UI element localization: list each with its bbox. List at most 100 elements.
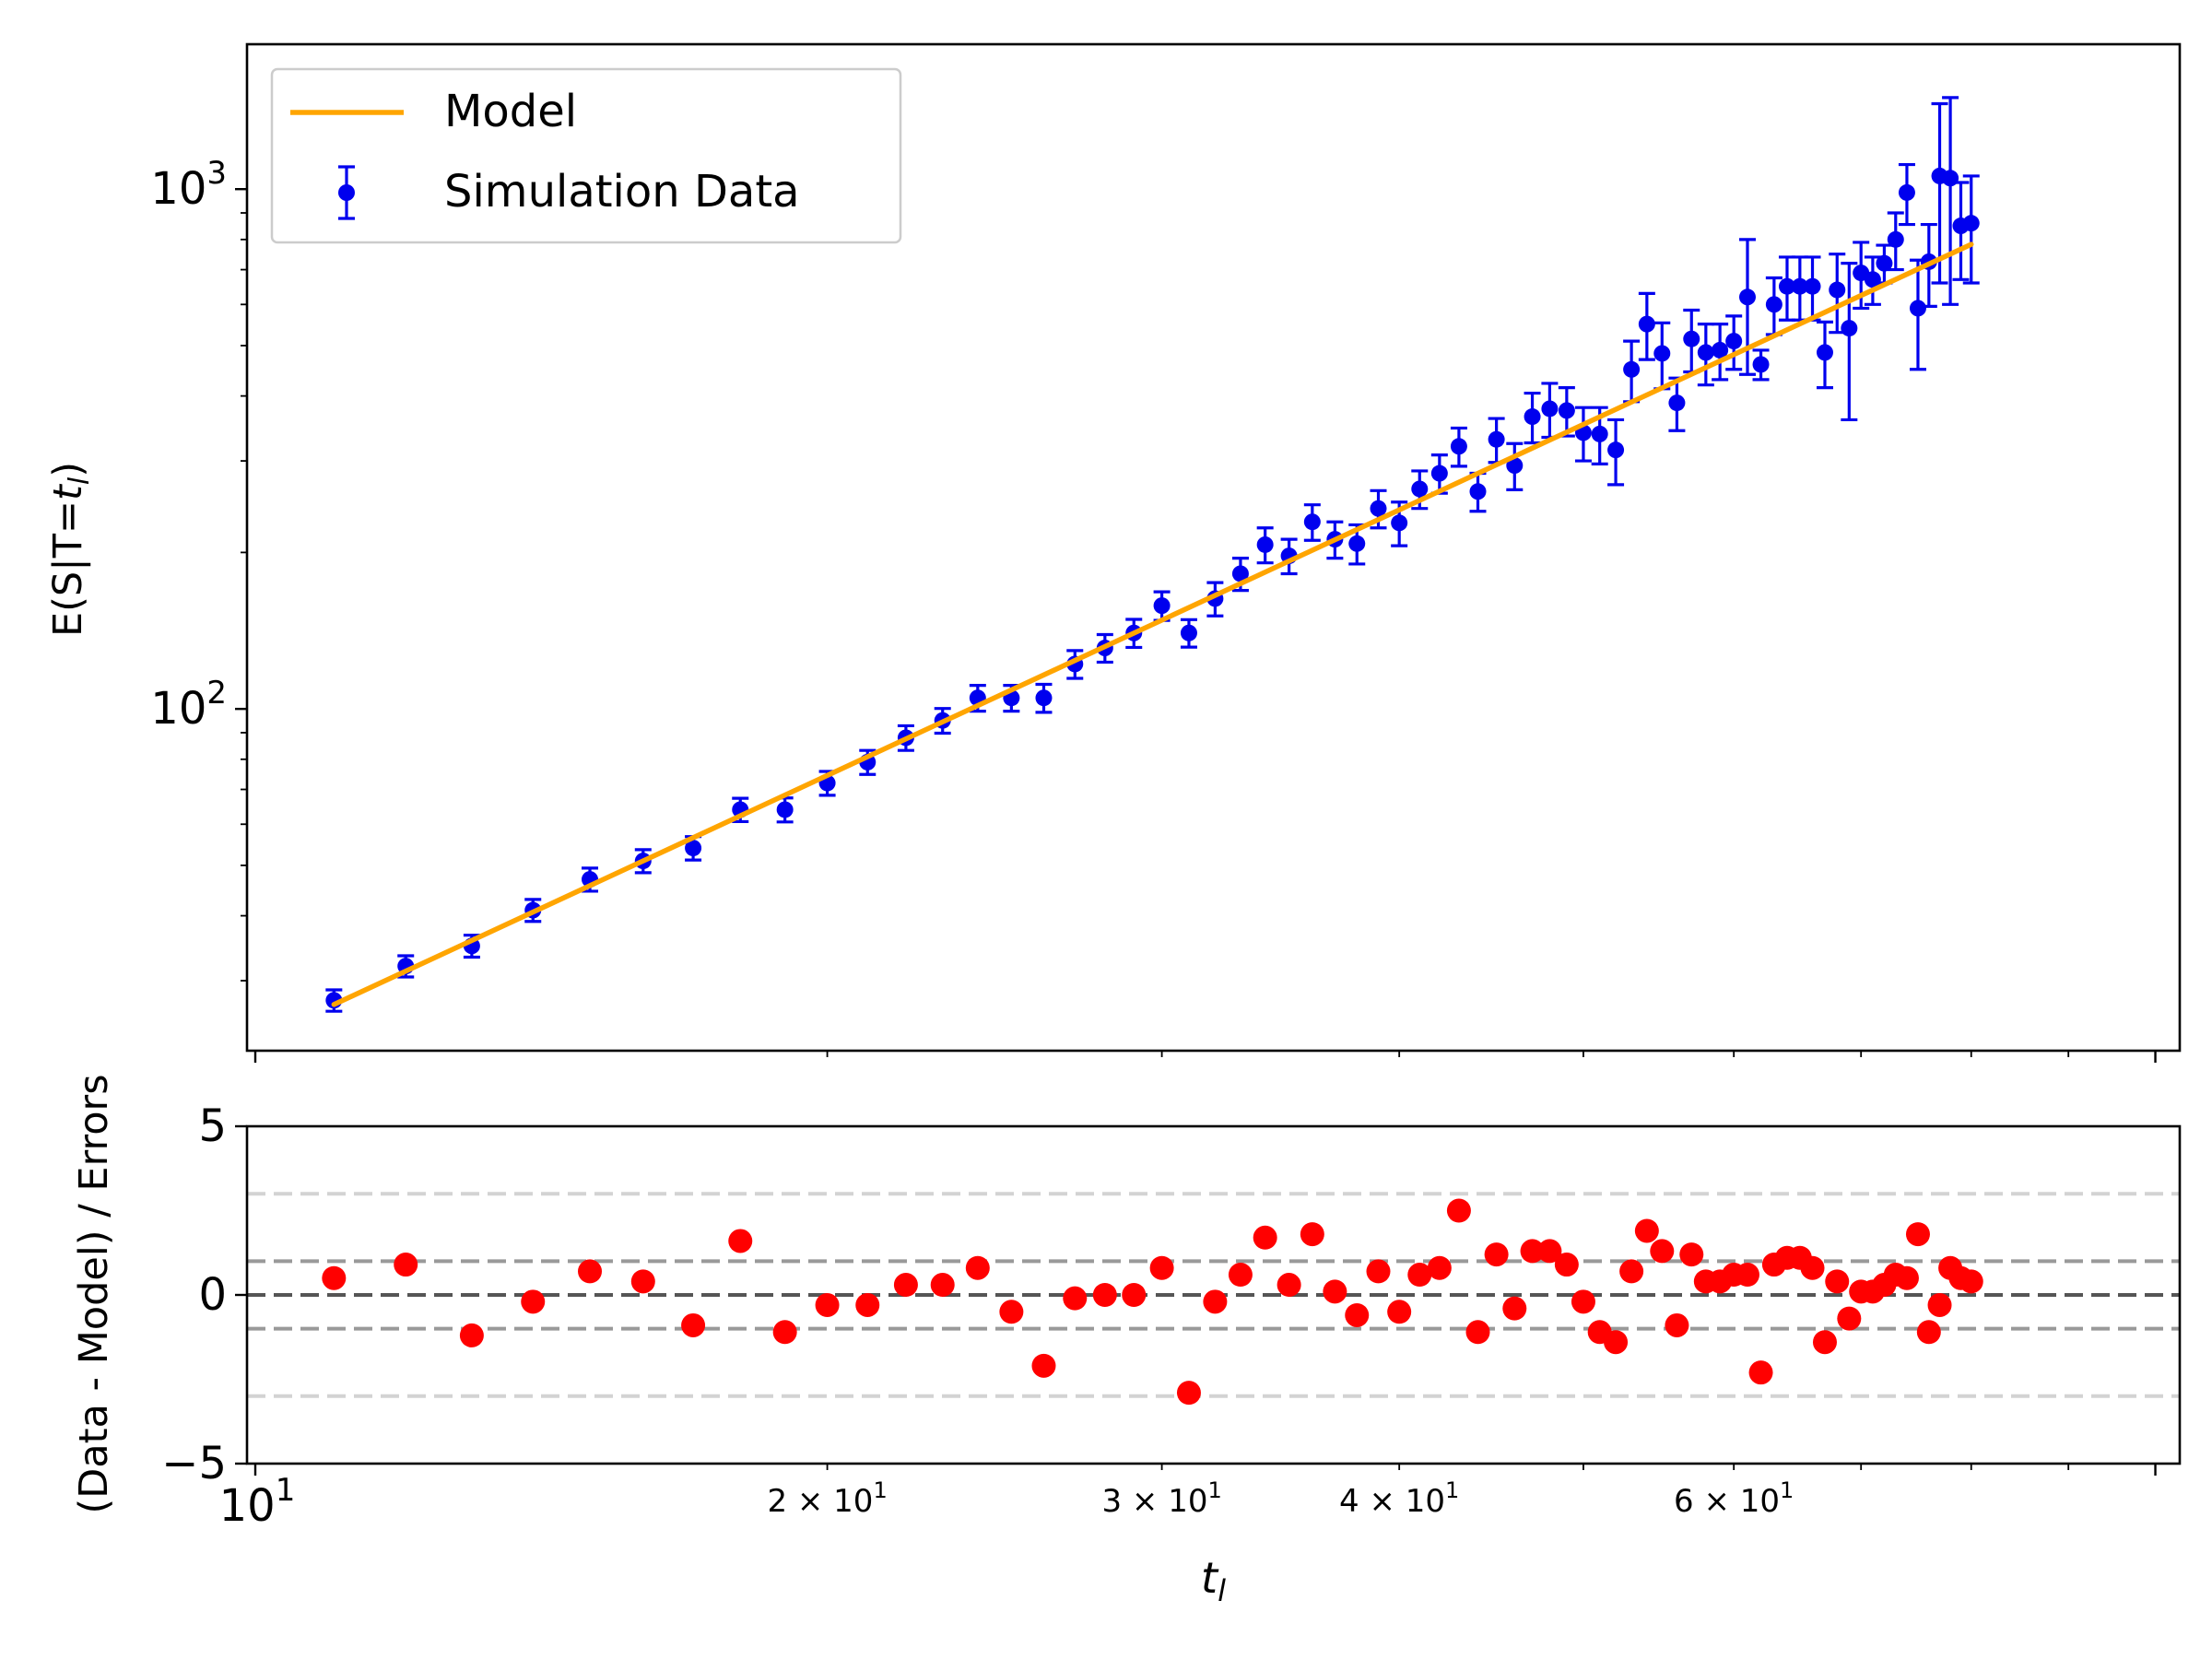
simulation-data-point <box>1697 344 1714 361</box>
residual-point <box>1092 1283 1117 1307</box>
simulation-data-point <box>1778 277 1795 295</box>
residual-x-tick-label-base: 2 × 10 <box>767 1483 873 1520</box>
residual-x-tick-label-base: 4 × 10 <box>1339 1483 1445 1520</box>
residual-point <box>1122 1283 1147 1307</box>
residual-point <box>1894 1265 1919 1290</box>
simulation-data-point <box>1469 483 1487 500</box>
residual-point <box>1228 1263 1253 1288</box>
residual-point <box>1650 1239 1675 1264</box>
simulation-data-point <box>1506 457 1524 475</box>
simulation-data-point <box>1791 277 1808 295</box>
residual-point <box>1387 1300 1412 1324</box>
residual-point <box>728 1229 753 1253</box>
residual-point <box>459 1323 484 1347</box>
simulation-data-point <box>1524 408 1541 426</box>
residual-point <box>322 1265 347 1290</box>
simulation-data-point <box>1430 465 1448 482</box>
simulation-data-point <box>1450 438 1467 455</box>
residual-x-ticks: 101 2 × 101 3 × 101 4 × 101 6 × 101 <box>219 1464 2157 1532</box>
residual-point <box>1619 1259 1644 1284</box>
simulation-data-errorbar <box>1738 238 1756 376</box>
residual-point <box>1554 1253 1579 1277</box>
residual-point <box>1537 1239 1562 1264</box>
residual-x-tick-label: 3 × 101 <box>1101 1477 1221 1520</box>
residual-x-axis-label-var: t <box>1201 1553 1219 1603</box>
residual-point <box>1345 1302 1370 1327</box>
simulation-data-errorbar <box>1931 101 1948 285</box>
simulation-data-errorbar <box>1841 262 1858 422</box>
residual-point <box>1571 1289 1595 1314</box>
residual-point <box>1300 1222 1324 1247</box>
residual-point <box>394 1253 418 1277</box>
residual-x-tick-label-exp: 1 <box>1780 1477 1794 1503</box>
residual-point <box>630 1269 655 1294</box>
simulation-data-point <box>1909 300 1926 317</box>
main-y-tick-label-exp: 2 <box>206 675 227 712</box>
residual-point <box>1176 1381 1201 1406</box>
residual-point <box>1959 1269 1983 1294</box>
legend-box <box>270 67 902 244</box>
residual-x-tick-label-exp: 1 <box>1207 1477 1221 1503</box>
simulation-data-point <box>1712 341 1729 359</box>
simulation-data-point <box>1591 425 1608 442</box>
residual-point <box>1837 1306 1862 1331</box>
residual-y-tick-label: 0 <box>198 1269 227 1321</box>
residual-point <box>1905 1222 1930 1247</box>
residual-point <box>1366 1259 1391 1284</box>
simulation-data-point <box>1607 441 1625 459</box>
simulation-data-point <box>1898 183 1915 201</box>
simulation-data-point <box>1668 394 1686 412</box>
residual-points <box>322 1198 1983 1406</box>
simulation-data-point <box>1653 345 1671 362</box>
simulation-data-point <box>1256 535 1274 553</box>
residual-point <box>1916 1320 1941 1345</box>
legend: Model Simulation Data <box>270 67 902 244</box>
residual-y-axis-label: (Data - Model) / Errors <box>71 1074 117 1513</box>
residual-point <box>1427 1255 1452 1280</box>
residual-point <box>1735 1263 1759 1288</box>
main-y-tick-label: 103 <box>150 155 227 215</box>
residual-point <box>772 1320 797 1345</box>
residual-x-tick-label: 6 × 101 <box>1674 1477 1794 1520</box>
residual-point <box>1665 1312 1689 1337</box>
residual-x-tick-label: 101 <box>219 1472 296 1532</box>
residual-point <box>999 1300 1024 1324</box>
simulation-data-point <box>1370 500 1387 517</box>
residual-x-tick-label: 4 × 101 <box>1339 1477 1459 1520</box>
residual-point <box>1323 1279 1347 1304</box>
simulation-data-point <box>1725 333 1743 350</box>
residual-point <box>1520 1239 1545 1264</box>
residual-point <box>1679 1242 1704 1267</box>
residual-point <box>930 1273 955 1298</box>
residual-x-tick-label-exp: 1 <box>1445 1477 1459 1503</box>
simulation-data-point <box>1411 480 1429 498</box>
residual-point <box>1446 1198 1471 1223</box>
simulation-data-point <box>1303 513 1321 531</box>
residual-point <box>1502 1296 1527 1321</box>
residual-y-tick-label: 5 <box>198 1100 227 1152</box>
main-y-axis-label-sub: l <box>64 477 96 485</box>
legend-model-label: Model <box>444 86 577 137</box>
residual-point <box>965 1255 990 1280</box>
simulation-data-point <box>1864 271 1881 288</box>
simulation-data-point <box>685 840 702 857</box>
model-line <box>331 241 1974 1007</box>
residual-point <box>521 1289 546 1314</box>
residual-point <box>1634 1218 1659 1243</box>
residual-point <box>1063 1286 1088 1311</box>
residual-point <box>1031 1353 1056 1378</box>
simulation-data-point <box>1765 296 1783 313</box>
residual-point <box>578 1259 603 1284</box>
residual-x-tick-label: 2 × 101 <box>767 1477 887 1520</box>
legend-simulation-data-swatch <box>338 165 355 220</box>
simulation-data-point <box>1887 230 1904 248</box>
simulation-data-point <box>1829 281 1846 299</box>
residual-point <box>681 1312 706 1337</box>
simulation-data-point <box>1683 330 1700 347</box>
main-x-ticks <box>253 1051 2157 1063</box>
simulation-data-point <box>1738 288 1756 306</box>
main-y-axis-label-suffix: ) <box>45 462 91 477</box>
residual-x-tick-label-exp: 1 <box>873 1477 887 1503</box>
